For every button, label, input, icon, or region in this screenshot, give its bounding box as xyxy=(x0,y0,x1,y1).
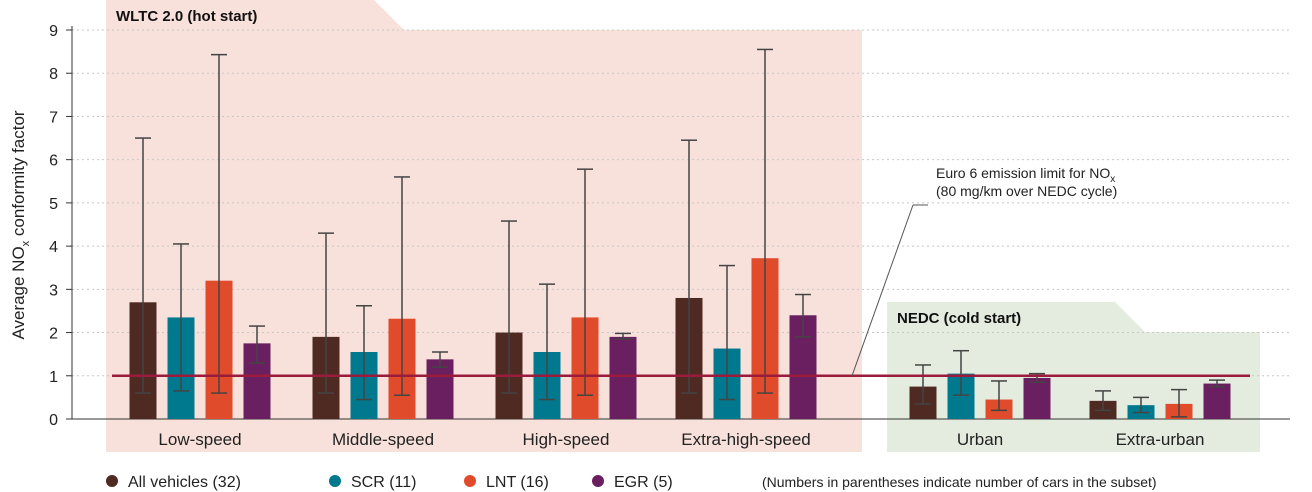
panel-title: NEDC (cold start) xyxy=(897,310,1021,327)
y-tick-label: 0 xyxy=(49,412,58,429)
panel-tab xyxy=(106,0,404,30)
y-tick-label: 6 xyxy=(49,153,58,170)
panel-tab xyxy=(887,302,1145,332)
limit-leader-line xyxy=(851,204,914,376)
category-label: High-speed xyxy=(523,430,610,449)
bar xyxy=(1023,377,1051,419)
y-tick-label: 3 xyxy=(49,282,58,299)
y-tick-label: 7 xyxy=(49,109,58,126)
y-tick-label: 1 xyxy=(49,369,58,386)
category-label: Extra-high-speed xyxy=(681,430,810,449)
legend-label: SCR (11) xyxy=(351,474,417,491)
y-axis-label: Average NOx conformity factor xyxy=(9,110,32,339)
category-label: Low-speed xyxy=(158,430,241,449)
y-tick-label: 8 xyxy=(49,66,58,83)
legend-note: (Numbers in parentheses indicate number … xyxy=(762,474,1157,490)
legend-marker xyxy=(106,475,118,487)
limit-label-sub: x xyxy=(1110,174,1115,185)
y-axis-label-tail: conformity factor xyxy=(9,110,28,241)
legend-label: LNT (16) xyxy=(486,474,549,491)
y-axis-label-main: Average NO xyxy=(9,246,28,339)
bar xyxy=(426,359,454,419)
y-tick-label: 5 xyxy=(49,196,58,213)
y-tick-label: 4 xyxy=(49,239,58,256)
legend-label: All vehicles (32) xyxy=(128,474,241,491)
limit-label-line2: (80 mg/km over NEDC cycle) xyxy=(936,183,1117,199)
legend-label: EGR (5) xyxy=(614,474,673,491)
labels-layer: WLTC 2.0 (hot start) NEDC (cold start) Low… xyxy=(116,8,1204,449)
category-label: Middle-speed xyxy=(332,430,434,449)
legend-layer: All vehicles (32) SCR (11) LNT (16) EGR (5)… xyxy=(106,474,1157,491)
y-tick-label: 2 xyxy=(49,326,58,343)
bar xyxy=(609,336,637,419)
bar xyxy=(1203,383,1231,419)
limit-layer xyxy=(112,204,1250,378)
category-label: Extra-urban xyxy=(1116,430,1205,449)
y-axis-label-sub: x xyxy=(20,240,32,246)
bars-layer xyxy=(129,48,1231,419)
panel-title: WLTC 2.0 (hot start) xyxy=(116,8,257,25)
legend-marker xyxy=(592,475,604,487)
y-tick-label: 9 xyxy=(49,23,58,40)
legend-marker xyxy=(329,475,341,487)
category-label: Urban xyxy=(957,430,1003,449)
legend-marker xyxy=(464,475,476,487)
limit-label-main: Euro 6 emission limit for NO xyxy=(936,165,1110,181)
limit-label-line1: Euro 6 emission limit for NOx xyxy=(936,165,1115,185)
